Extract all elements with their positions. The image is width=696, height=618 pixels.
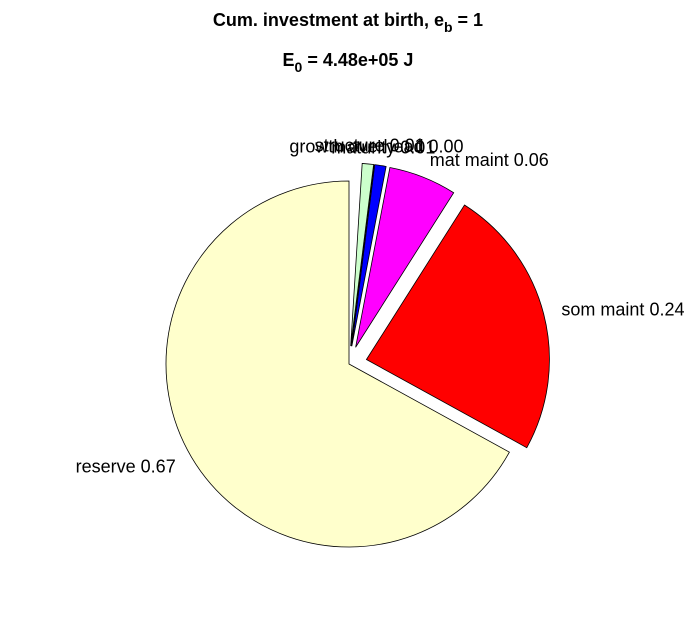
slice-category: structure (315, 136, 385, 156)
slice-label: som maint 0.24 (561, 299, 684, 319)
pie-slice (165, 180, 510, 548)
subtitle-sub: 0 (295, 59, 303, 75)
pie-slice (351, 164, 387, 347)
title-main: Cum. investment at birth, e (213, 10, 444, 30)
slice-label: reserve 0.67 (76, 456, 176, 476)
chart-subtitle: E0 = 4.48e+05 J (283, 50, 414, 75)
slice-label: mat maint 0.06 (430, 150, 549, 170)
pie-slice (350, 163, 375, 347)
slice-category: mat maint (430, 150, 509, 170)
slice-value: 0.01 (390, 136, 425, 156)
pie-slice (350, 164, 375, 347)
slice-category: som maint (561, 299, 644, 319)
pie-slice (355, 167, 455, 348)
title-sub: b (444, 19, 453, 35)
subtitle-main: E (283, 50, 295, 70)
slice-category: maturity (331, 137, 395, 157)
slice-value: 0.01 (400, 137, 435, 157)
slice-value: 0.06 (514, 150, 549, 170)
slice-value: 0.24 (649, 299, 684, 319)
subtitle-rest: = 4.48e+05 J (302, 50, 413, 70)
chart-title: Cum. investment at birth, eb = 1 (213, 10, 483, 35)
slice-label: maturity 0.01 (331, 137, 435, 157)
slice-label: growth overhead 0.00 (289, 136, 463, 156)
slice-label: structure 0.01 (315, 136, 425, 156)
title-rest: = 1 (453, 10, 484, 30)
slice-category: growth overhead (289, 136, 423, 156)
slice-value: 0.00 (429, 136, 464, 156)
slice-category: reserve (76, 456, 136, 476)
slice-value: 0.67 (141, 456, 176, 476)
pie-slice (365, 204, 550, 449)
